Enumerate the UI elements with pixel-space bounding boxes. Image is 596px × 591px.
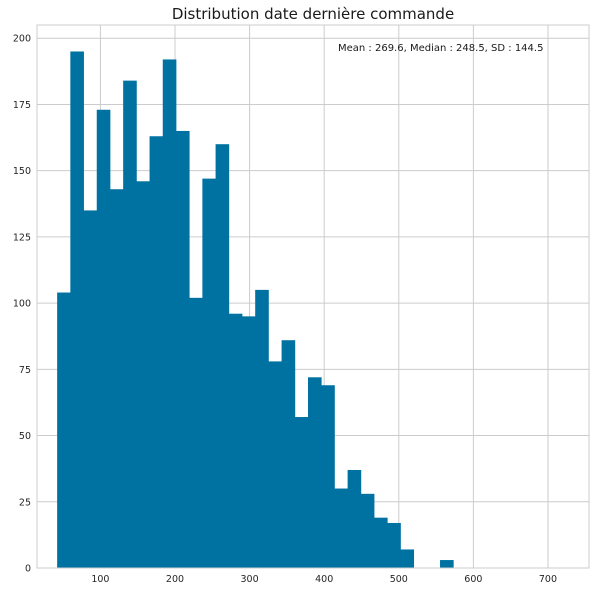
y-axis-ticks: 0 25 50 75 100 125 150 175 200 [13,34,31,575]
x-tick-label: 700 [539,574,557,585]
histogram-bar [149,136,164,568]
y-tick-label: 100 [13,299,31,310]
histogram-bar [241,316,256,568]
x-tick-label: 200 [166,574,184,585]
histogram-bar [202,178,216,568]
y-tick-label: 75 [19,365,31,376]
x-tick-label: 100 [91,574,109,585]
histogram-bar [440,560,454,568]
histogram-bar [334,488,349,568]
y-tick-label: 50 [19,431,31,442]
x-axis-ticks: 100 200 300 400 500 600 700 [91,574,557,585]
x-tick-label: 500 [390,574,408,585]
x-tick-label: 600 [464,574,482,585]
histogram-bar [57,292,71,568]
histogram-bar [360,493,375,568]
y-tick-label: 0 [25,564,31,575]
histogram-bar [281,340,296,568]
histogram-bar [228,313,243,568]
histogram-bar [347,469,362,568]
y-tick-label: 175 [13,100,31,111]
histogram-bar [96,109,111,568]
y-tick-label: 125 [13,232,31,243]
stats-annotation: Mean : 269.6, Median : 248.5, SD : 144.5 [338,43,543,54]
histogram-bar [109,189,124,568]
y-tick-label: 25 [19,497,31,508]
histogram-bar [321,385,335,568]
histogram-bar [175,130,190,568]
histogram-bar [162,59,177,569]
y-tick-label: 150 [13,166,31,177]
histogram-bar [294,417,309,568]
histogram-bar [268,361,282,568]
histogram-bar [255,289,269,568]
histogram-bar [400,549,415,568]
histogram-bar [215,144,230,568]
x-tick-label: 400 [315,574,333,585]
x-tick-label: 300 [241,574,259,585]
histogram-bar [83,210,98,569]
chart-title: Distribution date dernière commande [172,5,454,23]
plot-frame [36,24,590,569]
histogram-bar [70,51,84,569]
histogram-bar [308,377,322,568]
histogram-bars [57,51,454,569]
histogram-bar [189,297,203,568]
histogram-bar [136,181,150,568]
histogram-bar [387,522,401,568]
y-tick-label: 200 [13,34,31,45]
histogram-bar [123,80,137,568]
histogram-bar [374,517,388,568]
